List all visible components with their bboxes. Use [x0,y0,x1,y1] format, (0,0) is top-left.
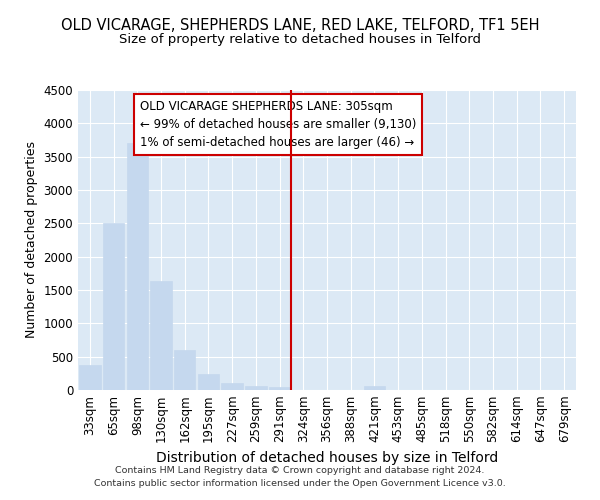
Bar [151,282,172,390]
Text: OLD VICARAGE, SHEPHERDS LANE, RED LAKE, TELFORD, TF1 5EH: OLD VICARAGE, SHEPHERDS LANE, RED LAKE, … [61,18,539,32]
Bar [103,222,124,390]
Bar [79,364,101,390]
Bar [364,386,385,390]
Bar [174,350,196,390]
Y-axis label: Number of detached properties: Number of detached properties [25,142,38,338]
Text: Size of property relative to detached houses in Telford: Size of property relative to detached ho… [119,32,481,46]
X-axis label: Distribution of detached houses by size in Telford: Distribution of detached houses by size … [156,451,498,465]
Text: OLD VICARAGE SHEPHERDS LANE: 305sqm
← 99% of detached houses are smaller (9,130): OLD VICARAGE SHEPHERDS LANE: 305sqm ← 99… [140,100,416,149]
Bar [269,388,290,390]
Bar [198,374,219,390]
Text: Contains HM Land Registry data © Crown copyright and database right 2024.
Contai: Contains HM Land Registry data © Crown c… [94,466,506,487]
Bar [127,144,148,390]
Bar [245,386,266,390]
Bar [221,382,243,390]
